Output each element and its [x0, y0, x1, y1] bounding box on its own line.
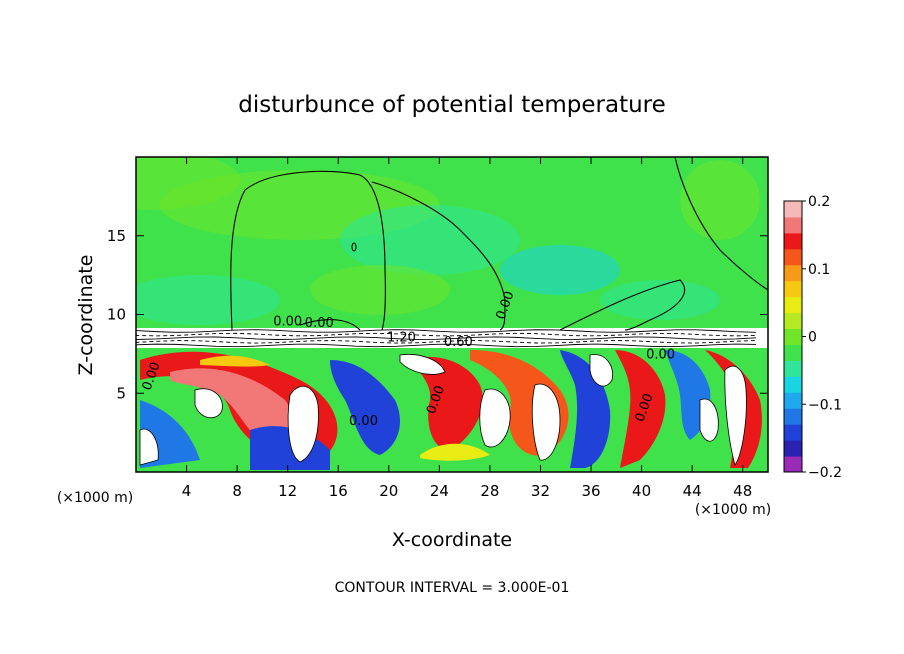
- field-patch-5: [310, 265, 450, 315]
- colorbar: [783, 200, 803, 473]
- turbulent-cell-9: [705, 350, 762, 468]
- x-tick-label-32: 32: [531, 482, 550, 500]
- contour-lines: [230, 157, 768, 331]
- x-tick-label-40: 40: [632, 482, 651, 500]
- colorbar-band-0: [784, 456, 802, 473]
- field-patch-6: [136, 275, 280, 325]
- contour-label-2: 1.20: [387, 330, 416, 345]
- colorbar-band-3: [784, 408, 802, 425]
- turbulent-cell-4: [410, 356, 483, 450]
- contour-interval-note: CONTOUR INTERVAL = 3.000E-01: [335, 580, 570, 596]
- inversion-contour-1: [136, 332, 757, 337]
- x-tick-label-12: 12: [278, 482, 297, 500]
- x-tick-label-36: 36: [581, 482, 600, 500]
- x-tick-label-44: 44: [683, 482, 702, 500]
- inversion-contour-4: [136, 343, 757, 348]
- colorbar-band-2: [784, 424, 802, 441]
- white-cell-7: [139, 428, 159, 466]
- white-cell-4: [589, 354, 613, 387]
- colorbar-band-1: [784, 440, 802, 457]
- contour-loop: [351, 242, 357, 252]
- x-unit-label: (×1000 m): [57, 490, 133, 506]
- colorbar-band-10: [784, 296, 802, 314]
- x-tick-label-16: 16: [329, 482, 348, 500]
- contour-line-0: [230, 170, 386, 331]
- x-axis-label: X-coordinate: [392, 529, 512, 551]
- white-cell-3: [531, 383, 561, 461]
- colorbar-tick-label-1: 0.1: [808, 262, 830, 278]
- inversion-contour-0: [136, 329, 757, 333]
- x-tick-label-4: 4: [182, 482, 192, 500]
- x-tick-label-24: 24: [430, 482, 449, 500]
- chart-title: disturbunce of potential temperature: [238, 92, 666, 118]
- colorbar-tick-label-4: −0.2: [808, 465, 842, 481]
- colorbar-band-9: [784, 312, 802, 330]
- contour-line-2: [674, 157, 768, 291]
- white-cell-6: [399, 353, 446, 375]
- white-cell-1: [194, 388, 223, 419]
- colorbar-band-11: [784, 280, 802, 298]
- contour-line-3: [559, 279, 685, 331]
- colorbar-band-14: [784, 232, 802, 250]
- contour-label-0: 0.00: [273, 315, 302, 330]
- colorbar-band-7: [784, 344, 802, 361]
- x-tick-label-28: 28: [480, 482, 499, 500]
- colorbar-band-5: [784, 376, 802, 393]
- colorbar-band-12: [784, 264, 802, 282]
- x-axis-ticks: 4 8 12 16 20 24 28 32 36 40 44 48: [182, 157, 752, 500]
- inversion-contour-3: [136, 340, 757, 344]
- turbulent-cell-7: [615, 350, 666, 468]
- turbulent-cell-3: [330, 360, 400, 455]
- colorbar-band-4: [784, 392, 802, 409]
- colorbar-ticks: 0.2 0.1 0 −0.1 −0.2: [802, 194, 842, 481]
- colorbar-band-15: [784, 216, 802, 234]
- colorbar-tick-label-0: 0.2: [808, 194, 830, 210]
- white-cell-2: [479, 388, 511, 448]
- y-tick-label-10: 10: [107, 306, 126, 324]
- colorbar-band-16: [784, 201, 802, 218]
- turbulent-cell-11: [200, 355, 270, 367]
- turbulent-cell-1: [170, 368, 293, 445]
- contour-line-4: [299, 319, 361, 331]
- y-unit-label: (×1000 m): [695, 502, 771, 518]
- field-patch-2: [340, 205, 520, 275]
- field-patch-4: [600, 280, 720, 320]
- field-patch-7: [680, 160, 760, 240]
- inversion-contour-2: [136, 336, 757, 340]
- contour-label-1: 0.00: [305, 316, 334, 331]
- lower-turbulent-field: [136, 346, 768, 472]
- plot-area: 0.00 0.001.20 0.600.000.000.000.000.000.00: [136, 157, 768, 472]
- y-tick-label-15: 15: [107, 227, 126, 245]
- turbulent-cell-12: [420, 443, 490, 461]
- colorbar-band-8: [784, 328, 802, 345]
- colorbar-tick-label-3: −0.1: [808, 397, 842, 413]
- turbulent-cell-8: [665, 350, 711, 440]
- y-axis-label: Z-coordinate: [75, 255, 97, 376]
- white-cell-8: [699, 398, 719, 442]
- upper-field-features: [136, 157, 760, 325]
- contour-label-6: 0.00: [349, 414, 378, 429]
- colorbar-band-6: [784, 360, 802, 377]
- white-cell-5: [724, 365, 747, 466]
- colorbar-band-13: [784, 248, 802, 266]
- x-tick-label-48: 48: [733, 482, 752, 500]
- inversion-band: [136, 328, 768, 348]
- inversion-layer: [136, 328, 768, 348]
- contour-label-3: 0.60: [444, 335, 473, 350]
- contour-line-1: [371, 181, 506, 331]
- y-axis-ticks: 5 10 15: [107, 227, 768, 402]
- field-patch-3: [500, 245, 620, 295]
- x-tick-label-20: 20: [379, 482, 398, 500]
- colorbar-tick-label-2: 0: [808, 330, 817, 346]
- contour-label-8: 0.00: [646, 348, 675, 363]
- y-tick-label-5: 5: [116, 384, 126, 402]
- x-tick-label-8: 8: [232, 482, 242, 500]
- white-cell-0: [287, 385, 319, 463]
